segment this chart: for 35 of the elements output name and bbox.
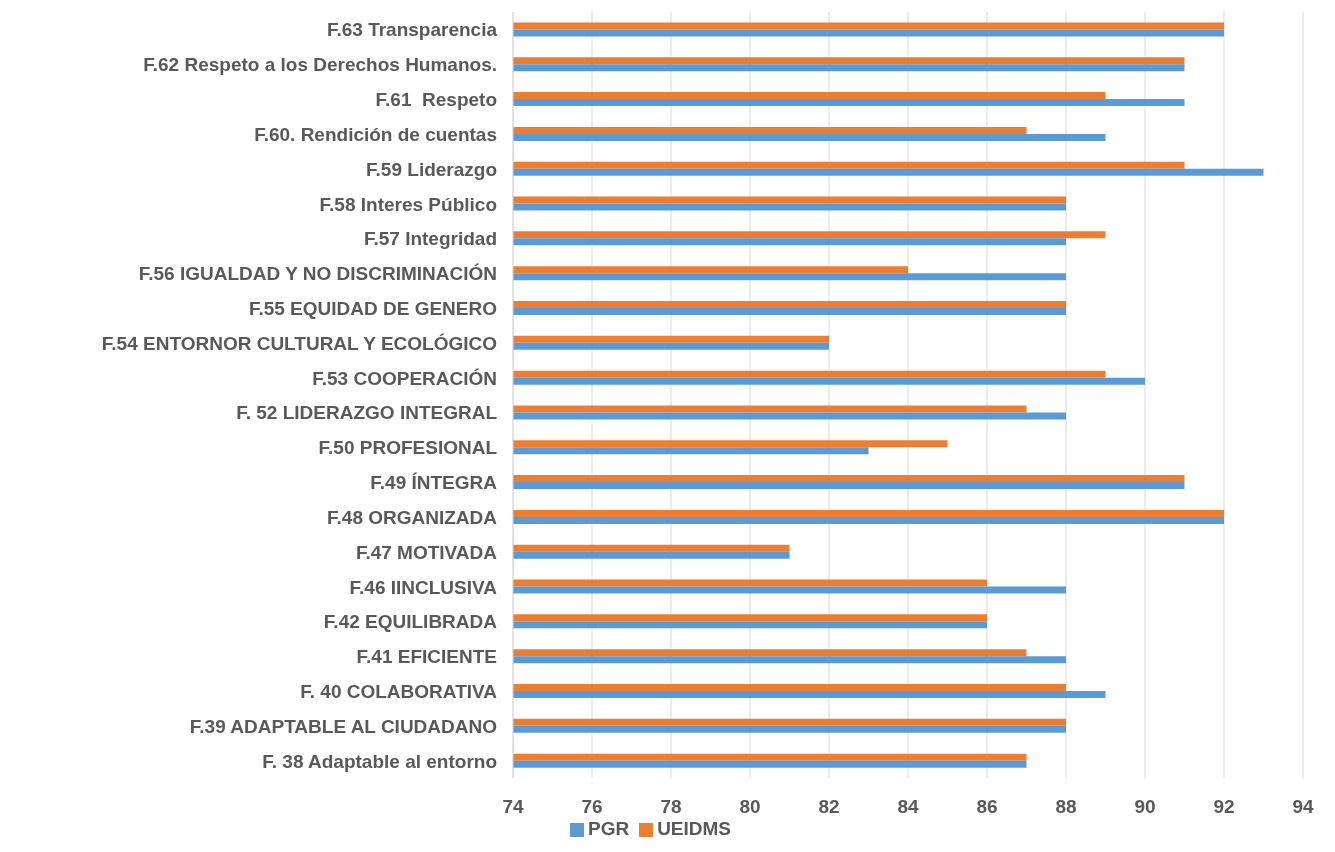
y-tick-label: F. 52 LIDERAZGO INTEGRAL bbox=[236, 402, 498, 424]
y-tick-label: F.48 ORGANIZADA bbox=[327, 506, 498, 528]
y-tick-label: F.63 Transparencia bbox=[326, 19, 498, 41]
y-tick-label: F.61 Respeto bbox=[375, 89, 497, 111]
x-tick-label: 76 bbox=[581, 796, 603, 818]
y-tick-label: F.57 Integridad bbox=[363, 228, 497, 250]
x-tick-label: 74 bbox=[502, 796, 524, 818]
y-tick-label: F.50 PROFESIONAL bbox=[318, 437, 498, 459]
x-tick-label: 82 bbox=[818, 796, 840, 818]
x-tick-label: 88 bbox=[1055, 796, 1077, 818]
y-tick-label: F.47 MOTIVADA bbox=[355, 541, 498, 563]
y-tick-label: F.60. Rendición de cuentas bbox=[254, 123, 497, 145]
legend-label: PGR bbox=[587, 818, 630, 839]
y-tick-label: F.55 EQUIDAD DE GENERO bbox=[248, 297, 497, 319]
y-tick-label: F. 40 COLABORATIVA bbox=[300, 680, 498, 702]
y-tick-label: F.41 EFICIENTE bbox=[356, 646, 497, 668]
x-tick-label: 94 bbox=[1292, 796, 1314, 818]
legend-label: UEIDMS bbox=[657, 818, 732, 839]
y-tick-label: F.54 ENTORNOR CULTURAL Y ECOLÓGICO bbox=[101, 332, 497, 354]
x-tick-label: 92 bbox=[1213, 796, 1235, 818]
y-tick-label: F.56 IGUALDAD Y NO DISCRIMINACIÓN bbox=[138, 263, 497, 285]
y-tick-label: F.58 Interes Público bbox=[319, 193, 497, 215]
x-tick-label: 90 bbox=[1134, 796, 1156, 818]
y-tick-label: F.59 Liderazgo bbox=[366, 158, 497, 180]
x-tick-label: 78 bbox=[660, 796, 682, 818]
y-tick-label: F.53 COOPERACIÓN bbox=[312, 367, 497, 389]
x-tick-label: 84 bbox=[897, 796, 919, 818]
x-tick-label: 86 bbox=[976, 796, 998, 818]
y-tick-label: F. 38 Adaptable al entorno bbox=[262, 750, 497, 772]
y-tick-label: F.39 ADAPTABLE AL CIUDADANO bbox=[189, 715, 497, 737]
y-tick-label: F.46 IINCLUSIVA bbox=[349, 576, 498, 598]
y-tick-label: F.49 ÍNTEGRA bbox=[370, 472, 498, 494]
x-tick-label: 80 bbox=[739, 796, 761, 818]
y-tick-label: F.42 EQUILIBRADA bbox=[323, 611, 498, 633]
y-tick-label: F.62 Respeto a los Derechos Humanos. bbox=[143, 54, 497, 76]
